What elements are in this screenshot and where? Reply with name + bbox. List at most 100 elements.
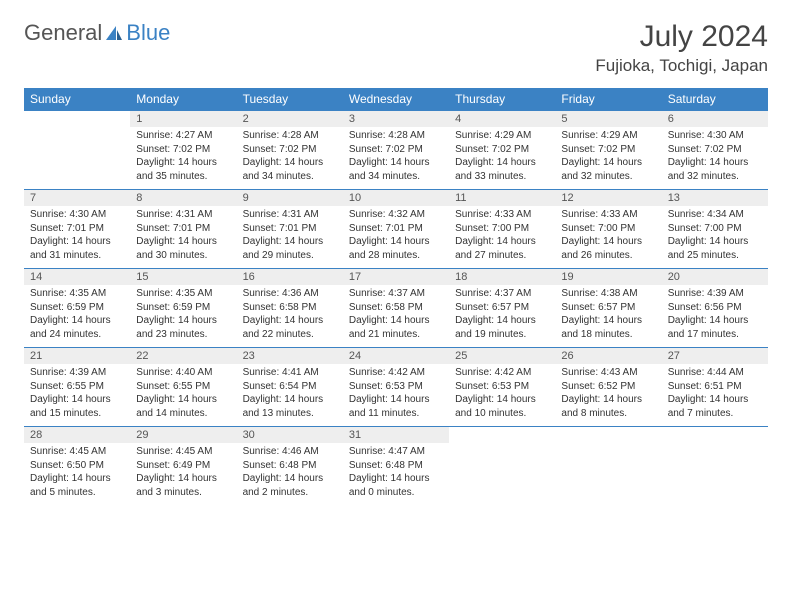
sunset-text: Sunset: 6:53 PM: [455, 380, 549, 394]
sunrise-text: Sunrise: 4:36 AM: [243, 287, 337, 301]
sunset-text: Sunset: 6:50 PM: [30, 459, 124, 473]
day-cell: Sunrise: 4:29 AMSunset: 7:02 PMDaylight:…: [555, 127, 661, 190]
daylight-text: Daylight: 14 hours and 31 minutes.: [30, 235, 124, 262]
sunrise-text: Sunrise: 4:28 AM: [349, 129, 443, 143]
weekday-header: Tuesday: [237, 88, 343, 111]
page-header: General Blue July 2024 Fujioka, Tochigi,…: [24, 20, 768, 76]
day-cell: Sunrise: 4:46 AMSunset: 6:48 PMDaylight:…: [237, 443, 343, 505]
day-cell: Sunrise: 4:30 AMSunset: 7:02 PMDaylight:…: [662, 127, 768, 190]
sunrise-text: Sunrise: 4:27 AM: [136, 129, 230, 143]
day-number-cell: 18: [449, 269, 555, 286]
day-cell: Sunrise: 4:40 AMSunset: 6:55 PMDaylight:…: [130, 364, 236, 427]
day-cell: Sunrise: 4:33 AMSunset: 7:00 PMDaylight:…: [449, 206, 555, 269]
day-cell: Sunrise: 4:42 AMSunset: 6:53 PMDaylight:…: [449, 364, 555, 427]
day-number-cell: 31: [343, 427, 449, 444]
sunset-text: Sunset: 6:59 PM: [136, 301, 230, 315]
sunset-text: Sunset: 6:52 PM: [561, 380, 655, 394]
daylight-text: Daylight: 14 hours and 7 minutes.: [668, 393, 762, 420]
day-cell: Sunrise: 4:45 AMSunset: 6:49 PMDaylight:…: [130, 443, 236, 505]
daynum-row: 123456: [24, 111, 768, 128]
sunset-text: Sunset: 6:59 PM: [30, 301, 124, 315]
day-cell: [662, 443, 768, 505]
content-row: Sunrise: 4:39 AMSunset: 6:55 PMDaylight:…: [24, 364, 768, 427]
day-cell: Sunrise: 4:45 AMSunset: 6:50 PMDaylight:…: [24, 443, 130, 505]
sunrise-text: Sunrise: 4:28 AM: [243, 129, 337, 143]
content-row: Sunrise: 4:30 AMSunset: 7:01 PMDaylight:…: [24, 206, 768, 269]
sunrise-text: Sunrise: 4:39 AM: [668, 287, 762, 301]
day-cell: [24, 127, 130, 190]
day-cell: Sunrise: 4:32 AMSunset: 7:01 PMDaylight:…: [343, 206, 449, 269]
day-number-cell: 16: [237, 269, 343, 286]
sunset-text: Sunset: 6:57 PM: [561, 301, 655, 315]
day-number-cell: 20: [662, 269, 768, 286]
day-number-cell: 10: [343, 190, 449, 207]
day-cell: Sunrise: 4:28 AMSunset: 7:02 PMDaylight:…: [343, 127, 449, 190]
sunrise-text: Sunrise: 4:30 AM: [668, 129, 762, 143]
day-number-cell: 13: [662, 190, 768, 207]
sunrise-text: Sunrise: 4:42 AM: [455, 366, 549, 380]
day-number-cell: [662, 427, 768, 444]
day-cell: Sunrise: 4:30 AMSunset: 7:01 PMDaylight:…: [24, 206, 130, 269]
day-number-cell: [449, 427, 555, 444]
daynum-row: 21222324252627: [24, 348, 768, 365]
daynum-row: 28293031: [24, 427, 768, 444]
logo-text-blue: Blue: [126, 20, 170, 46]
day-number-cell: 8: [130, 190, 236, 207]
day-cell: Sunrise: 4:37 AMSunset: 6:57 PMDaylight:…: [449, 285, 555, 348]
day-number-cell: 4: [449, 111, 555, 128]
daylight-text: Daylight: 14 hours and 23 minutes.: [136, 314, 230, 341]
day-number-cell: 5: [555, 111, 661, 128]
weekday-header: Thursday: [449, 88, 555, 111]
day-cell: Sunrise: 4:31 AMSunset: 7:01 PMDaylight:…: [130, 206, 236, 269]
weekday-header-row: SundayMondayTuesdayWednesdayThursdayFrid…: [24, 88, 768, 111]
daylight-text: Daylight: 14 hours and 0 minutes.: [349, 472, 443, 499]
day-cell: Sunrise: 4:42 AMSunset: 6:53 PMDaylight:…: [343, 364, 449, 427]
day-number-cell: 3: [343, 111, 449, 128]
daylight-text: Daylight: 14 hours and 33 minutes.: [455, 156, 549, 183]
sunrise-text: Sunrise: 4:43 AM: [561, 366, 655, 380]
day-cell: Sunrise: 4:36 AMSunset: 6:58 PMDaylight:…: [237, 285, 343, 348]
sunrise-text: Sunrise: 4:38 AM: [561, 287, 655, 301]
weekday-header: Wednesday: [343, 88, 449, 111]
sunset-text: Sunset: 7:00 PM: [561, 222, 655, 236]
day-number-cell: 26: [555, 348, 661, 365]
sunrise-text: Sunrise: 4:37 AM: [455, 287, 549, 301]
sunset-text: Sunset: 7:01 PM: [136, 222, 230, 236]
day-cell: Sunrise: 4:39 AMSunset: 6:56 PMDaylight:…: [662, 285, 768, 348]
daylight-text: Daylight: 14 hours and 30 minutes.: [136, 235, 230, 262]
day-cell: Sunrise: 4:38 AMSunset: 6:57 PMDaylight:…: [555, 285, 661, 348]
daylight-text: Daylight: 14 hours and 14 minutes.: [136, 393, 230, 420]
sunset-text: Sunset: 6:55 PM: [136, 380, 230, 394]
sunset-text: Sunset: 6:48 PM: [243, 459, 337, 473]
sunrise-text: Sunrise: 4:39 AM: [30, 366, 124, 380]
sunset-text: Sunset: 7:00 PM: [455, 222, 549, 236]
title-block: July 2024 Fujioka, Tochigi, Japan: [595, 20, 768, 76]
daylight-text: Daylight: 14 hours and 10 minutes.: [455, 393, 549, 420]
sunset-text: Sunset: 6:49 PM: [136, 459, 230, 473]
sunrise-text: Sunrise: 4:42 AM: [349, 366, 443, 380]
daynum-row: 14151617181920: [24, 269, 768, 286]
sunset-text: Sunset: 7:01 PM: [30, 222, 124, 236]
day-cell: Sunrise: 4:34 AMSunset: 7:00 PMDaylight:…: [662, 206, 768, 269]
day-number-cell: 27: [662, 348, 768, 365]
sunset-text: Sunset: 6:56 PM: [668, 301, 762, 315]
daylight-text: Daylight: 14 hours and 11 minutes.: [349, 393, 443, 420]
daylight-text: Daylight: 14 hours and 26 minutes.: [561, 235, 655, 262]
sunrise-text: Sunrise: 4:33 AM: [561, 208, 655, 222]
daylight-text: Daylight: 14 hours and 13 minutes.: [243, 393, 337, 420]
daylight-text: Daylight: 14 hours and 3 minutes.: [136, 472, 230, 499]
day-cell: [555, 443, 661, 505]
sunset-text: Sunset: 7:02 PM: [349, 143, 443, 157]
sunrise-text: Sunrise: 4:32 AM: [349, 208, 443, 222]
sunrise-text: Sunrise: 4:34 AM: [668, 208, 762, 222]
daynum-row: 78910111213: [24, 190, 768, 207]
daylight-text: Daylight: 14 hours and 5 minutes.: [30, 472, 124, 499]
sunrise-text: Sunrise: 4:35 AM: [30, 287, 124, 301]
daylight-text: Daylight: 14 hours and 29 minutes.: [243, 235, 337, 262]
day-cell: Sunrise: 4:44 AMSunset: 6:51 PMDaylight:…: [662, 364, 768, 427]
sunset-text: Sunset: 6:51 PM: [668, 380, 762, 394]
day-number-cell: 9: [237, 190, 343, 207]
day-cell: Sunrise: 4:35 AMSunset: 6:59 PMDaylight:…: [130, 285, 236, 348]
day-number-cell: 19: [555, 269, 661, 286]
day-number-cell: 30: [237, 427, 343, 444]
